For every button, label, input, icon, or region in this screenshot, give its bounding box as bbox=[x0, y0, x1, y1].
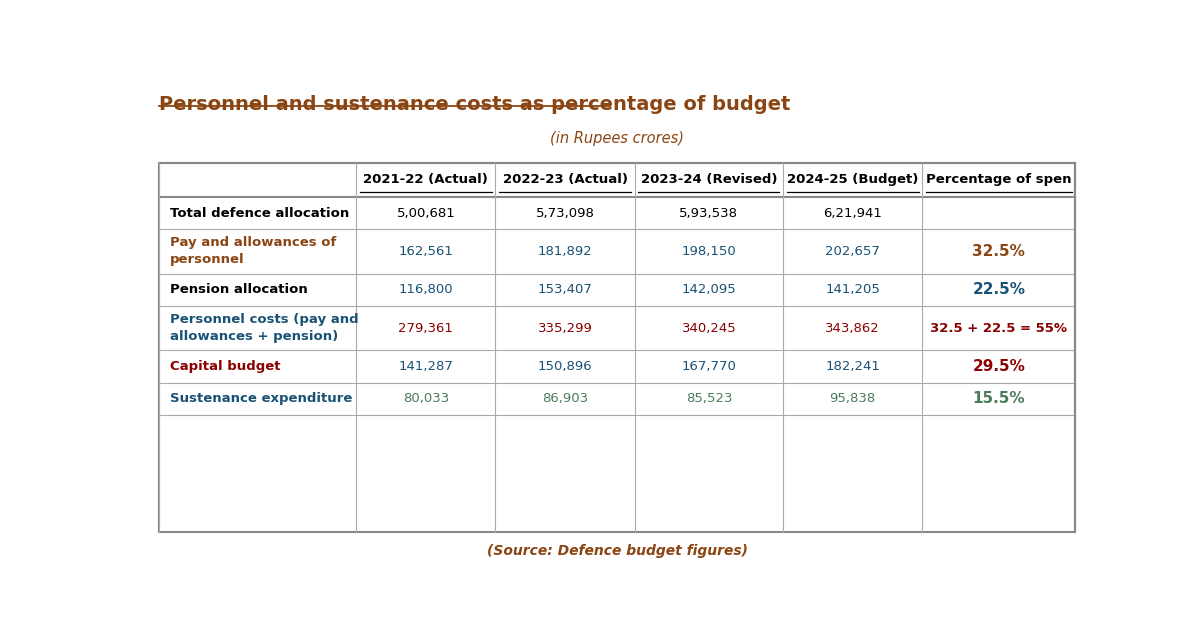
Text: 29.5%: 29.5% bbox=[972, 359, 1025, 374]
Text: 182,241: 182,241 bbox=[826, 360, 880, 373]
Text: 150,896: 150,896 bbox=[538, 360, 593, 373]
Text: 5,73,098: 5,73,098 bbox=[535, 207, 594, 220]
Text: 2021-22 (Actual): 2021-22 (Actual) bbox=[364, 173, 488, 186]
Text: 142,095: 142,095 bbox=[682, 284, 737, 296]
Text: 141,287: 141,287 bbox=[398, 360, 454, 373]
Text: (in Rupees crores): (in Rupees crores) bbox=[551, 131, 684, 146]
Text: 279,361: 279,361 bbox=[398, 321, 454, 335]
Text: Personnel and sustenance costs as percentage of budget: Personnel and sustenance costs as percen… bbox=[160, 95, 791, 114]
Text: 335,299: 335,299 bbox=[538, 321, 593, 335]
Text: 32.5%: 32.5% bbox=[972, 244, 1025, 259]
Text: 181,892: 181,892 bbox=[538, 245, 593, 258]
Text: 116,800: 116,800 bbox=[398, 284, 454, 296]
Text: 86,903: 86,903 bbox=[542, 392, 588, 405]
Text: 32.5 + 22.5 = 55%: 32.5 + 22.5 = 55% bbox=[930, 321, 1067, 335]
Text: 198,150: 198,150 bbox=[682, 245, 737, 258]
Text: 80,033: 80,033 bbox=[403, 392, 449, 405]
Text: Sustenance expenditure: Sustenance expenditure bbox=[170, 392, 353, 405]
Text: Total defence allocation: Total defence allocation bbox=[170, 207, 349, 220]
Text: Percentage of spen: Percentage of spen bbox=[926, 173, 1072, 186]
Text: 2022-23 (Actual): 2022-23 (Actual) bbox=[503, 173, 628, 186]
Text: Personnel costs (pay and
allowances + pension): Personnel costs (pay and allowances + pe… bbox=[170, 313, 359, 343]
Text: 340,245: 340,245 bbox=[682, 321, 737, 335]
Text: 5,93,538: 5,93,538 bbox=[679, 207, 738, 220]
Text: 167,770: 167,770 bbox=[682, 360, 737, 373]
Text: 95,838: 95,838 bbox=[829, 392, 876, 405]
Text: 162,561: 162,561 bbox=[398, 245, 454, 258]
Text: 343,862: 343,862 bbox=[826, 321, 880, 335]
Text: 6,21,941: 6,21,941 bbox=[823, 207, 882, 220]
Text: Capital budget: Capital budget bbox=[170, 360, 281, 373]
Text: 5,00,681: 5,00,681 bbox=[396, 207, 455, 220]
Text: 22.5%: 22.5% bbox=[972, 282, 1025, 297]
Text: Pension allocation: Pension allocation bbox=[170, 284, 308, 296]
Text: 2024-25 (Budget): 2024-25 (Budget) bbox=[787, 173, 918, 186]
Text: 202,657: 202,657 bbox=[826, 245, 880, 258]
Text: 141,205: 141,205 bbox=[826, 284, 880, 296]
Text: 2023-24 (Revised): 2023-24 (Revised) bbox=[641, 173, 778, 186]
Text: 153,407: 153,407 bbox=[538, 284, 593, 296]
Text: Pay and allowances of
personnel: Pay and allowances of personnel bbox=[170, 236, 337, 266]
Text: 15.5%: 15.5% bbox=[972, 391, 1025, 406]
Text: 85,523: 85,523 bbox=[685, 392, 732, 405]
Text: (Source: Defence budget figures): (Source: Defence budget figures) bbox=[487, 544, 748, 558]
